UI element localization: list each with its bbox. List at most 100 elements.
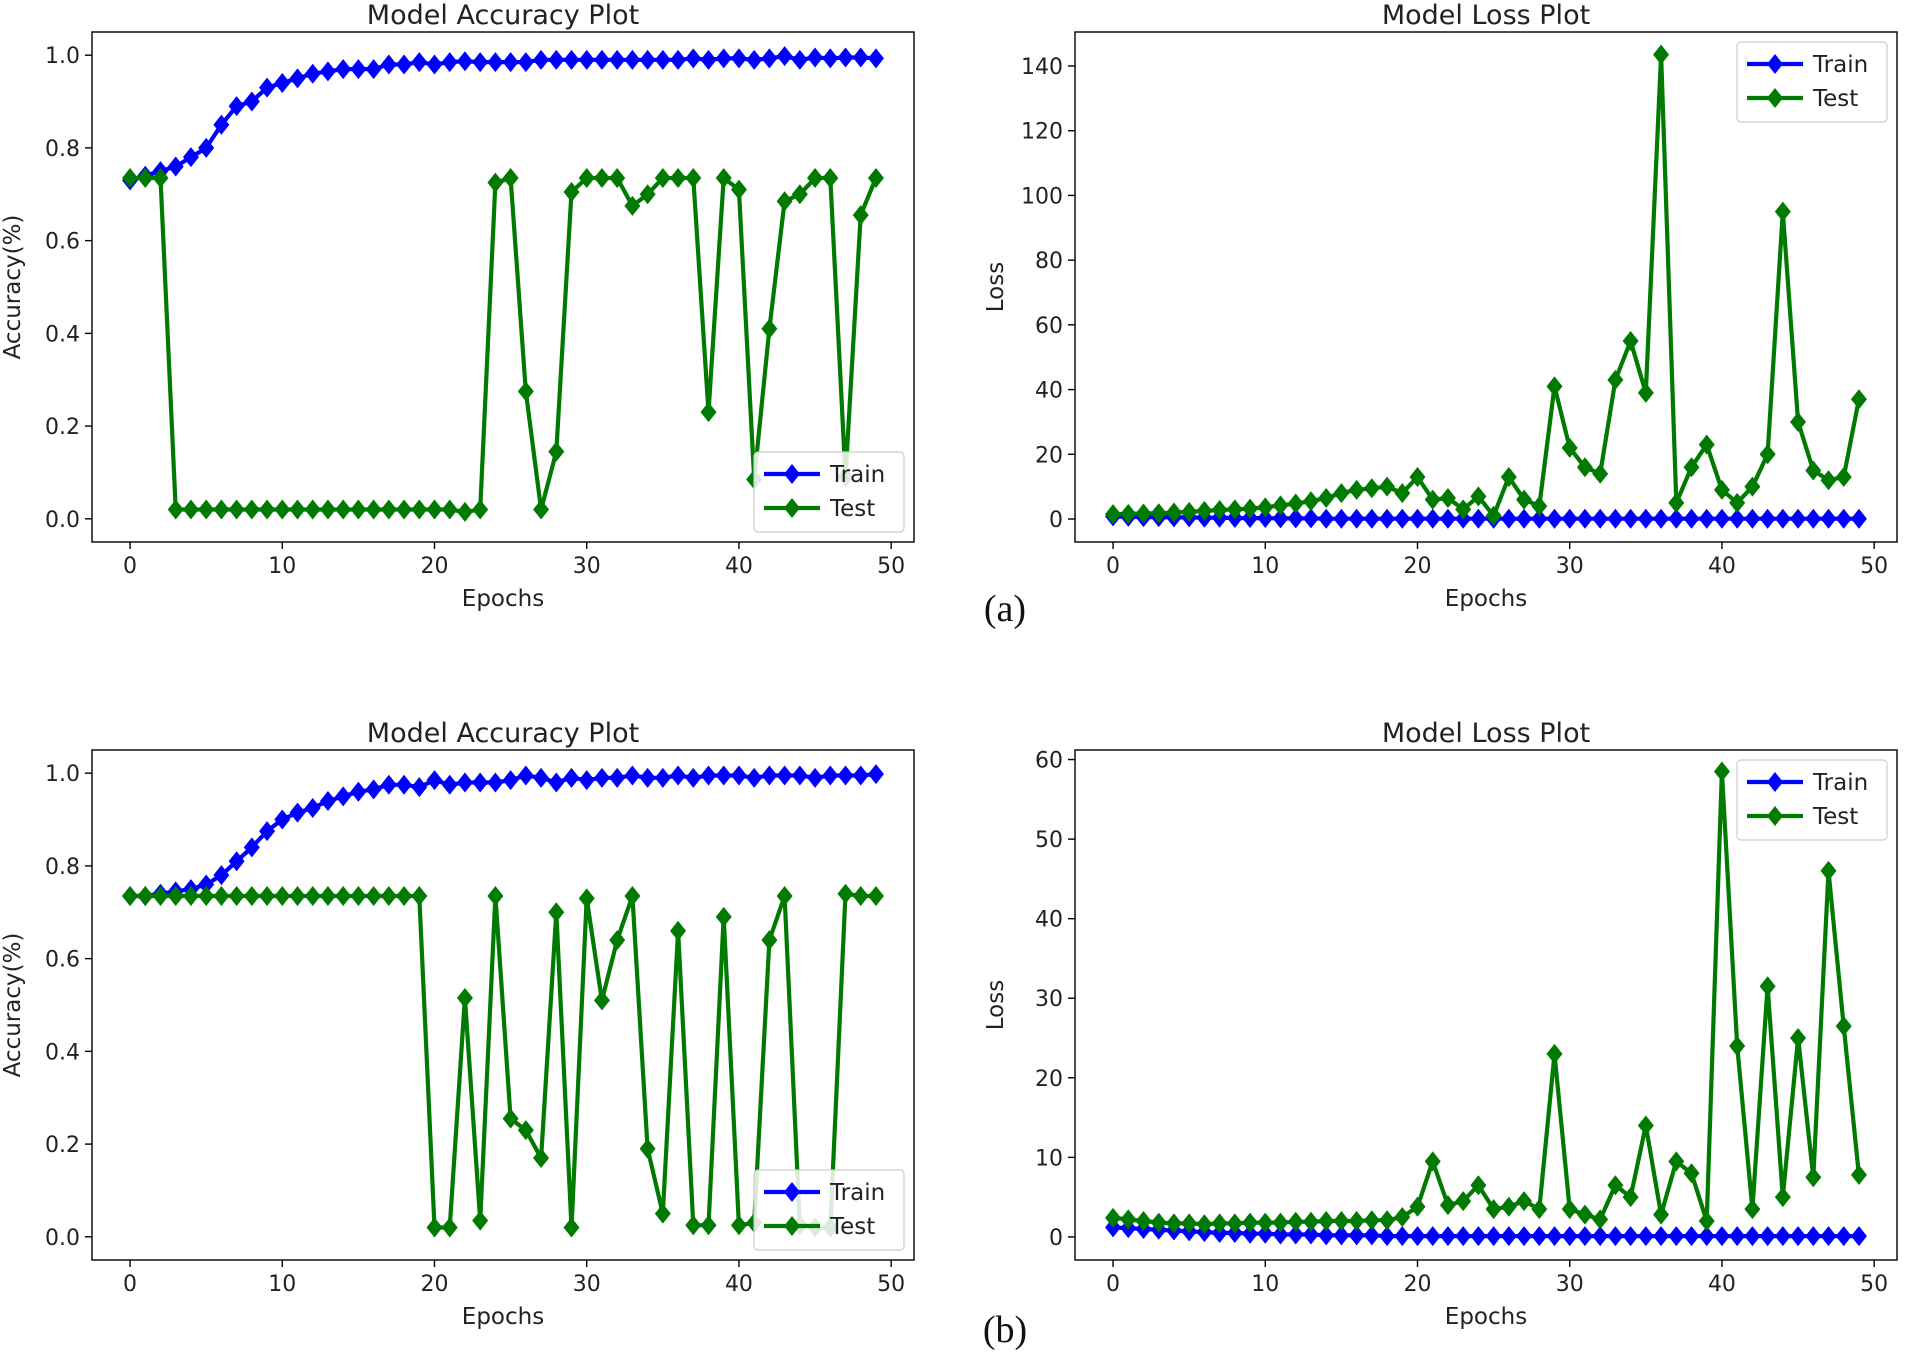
series-point-test [1835, 466, 1852, 487]
series-point-test [122, 168, 139, 189]
series-point-train [259, 821, 276, 842]
series-point-test [624, 195, 641, 216]
series-point-test [1592, 1209, 1609, 1230]
y-tick-label: 0.6 [45, 948, 80, 973]
series-point-test [593, 990, 610, 1011]
y-tick-label: 0.0 [45, 508, 80, 533]
series-point-test [1120, 503, 1137, 524]
series-point-test [1637, 382, 1654, 403]
series-point-test [1333, 1211, 1350, 1232]
legend-label-train: Train [829, 462, 885, 488]
series-point-test [1105, 1207, 1122, 1228]
y-tick-label: 0.2 [45, 415, 80, 440]
y-tick-label: 60 [1035, 749, 1063, 774]
y-tick-label: 40 [1035, 379, 1063, 404]
series-point-test [1257, 1212, 1274, 1233]
series-point-train [1424, 508, 1441, 529]
series-point-train [1516, 508, 1533, 529]
series-point-train [1531, 508, 1548, 529]
series-point-train [350, 59, 367, 80]
series-point-train [761, 765, 778, 786]
series-point-train [1379, 1226, 1396, 1247]
series-point-train [548, 772, 565, 793]
x-tick-label: 40 [1708, 554, 1736, 579]
series-point-train [1394, 1226, 1411, 1247]
series-point-train [1470, 1226, 1487, 1247]
y-tick-label: 20 [1035, 443, 1063, 468]
series-point-train [213, 114, 230, 135]
y-tick-label: 1.0 [45, 762, 80, 787]
series-point-test [1744, 476, 1761, 497]
series-point-test [1379, 476, 1396, 497]
series-point-train [700, 765, 717, 786]
series-point-train [822, 765, 839, 786]
x-tick-label: 0 [1106, 1272, 1120, 1297]
series-point-test [1485, 1199, 1502, 1220]
series-point-test [1196, 500, 1213, 521]
legend-label-test: Test [1812, 86, 1858, 112]
series-point-train [1622, 508, 1639, 529]
series-point-test [517, 1120, 534, 1141]
series-point-test [1135, 1211, 1152, 1232]
series-point-test [487, 886, 504, 907]
axes-frame [91, 749, 915, 1261]
series-point-train [213, 865, 230, 886]
series-point-train [548, 49, 565, 70]
axes-frame [1074, 749, 1898, 1261]
series-point-train [1820, 508, 1837, 529]
series-point-test [1850, 389, 1867, 410]
series-point-train [1637, 1226, 1654, 1247]
series-point-train [533, 49, 550, 70]
series-point-train [1668, 1226, 1685, 1247]
series-point-test [1181, 1213, 1198, 1234]
y-axis-label: Accuracy(%) [0, 933, 26, 1078]
series-point-test [1622, 331, 1639, 352]
series-point-train [1835, 1226, 1852, 1247]
series-point-test [1698, 1211, 1715, 1232]
series-point-test [472, 1210, 489, 1231]
series-point-train [1302, 1224, 1319, 1245]
series-point-train [426, 54, 443, 75]
y-axis-label: Accuracy(%) [0, 215, 26, 360]
series-point-train [624, 49, 641, 70]
y-tick-label: 0 [1049, 1226, 1063, 1251]
x-tick-label: 40 [725, 1272, 753, 1297]
series-point-test [365, 499, 382, 520]
series-point-train [1409, 508, 1426, 529]
series-point-test [1211, 1213, 1228, 1234]
series-point-train [1439, 508, 1456, 529]
series-point-train [563, 49, 580, 70]
series-point-train [593, 49, 610, 70]
series-point-test [791, 184, 808, 205]
caption-b: (b) [983, 1309, 1027, 1351]
series-point-test [700, 402, 717, 423]
series-point-test [1424, 489, 1441, 510]
series-point-train [670, 49, 687, 70]
series-point-test [426, 1217, 443, 1238]
y-tick-label: 0.4 [45, 1040, 80, 1065]
series-point-train [1790, 1226, 1807, 1247]
y-axis-label: Loss [983, 980, 1009, 1030]
series-point-test [243, 886, 260, 907]
series-point-train [1698, 508, 1715, 529]
series-point-test [1653, 1204, 1670, 1225]
series-point-train [1439, 1226, 1456, 1247]
series-point-train [639, 767, 656, 788]
series-point-train [639, 49, 656, 70]
legend-label-train: Train [1812, 770, 1868, 796]
series-point-test [380, 886, 397, 907]
series-point-test [1439, 1195, 1456, 1216]
series-point-test [152, 886, 169, 907]
series-point-test [1576, 457, 1593, 478]
series-point-test [1561, 1199, 1578, 1220]
y-tick-label: 10 [1035, 1146, 1063, 1171]
series-point-train [259, 77, 276, 98]
series-point-train [1607, 1226, 1624, 1247]
series-point-train [1850, 1226, 1867, 1247]
series-point-test [1546, 1043, 1563, 1064]
series-point-test [365, 886, 382, 907]
series-point-train [1363, 508, 1380, 529]
series-point-test [639, 184, 656, 205]
series-point-test [1272, 1212, 1289, 1233]
